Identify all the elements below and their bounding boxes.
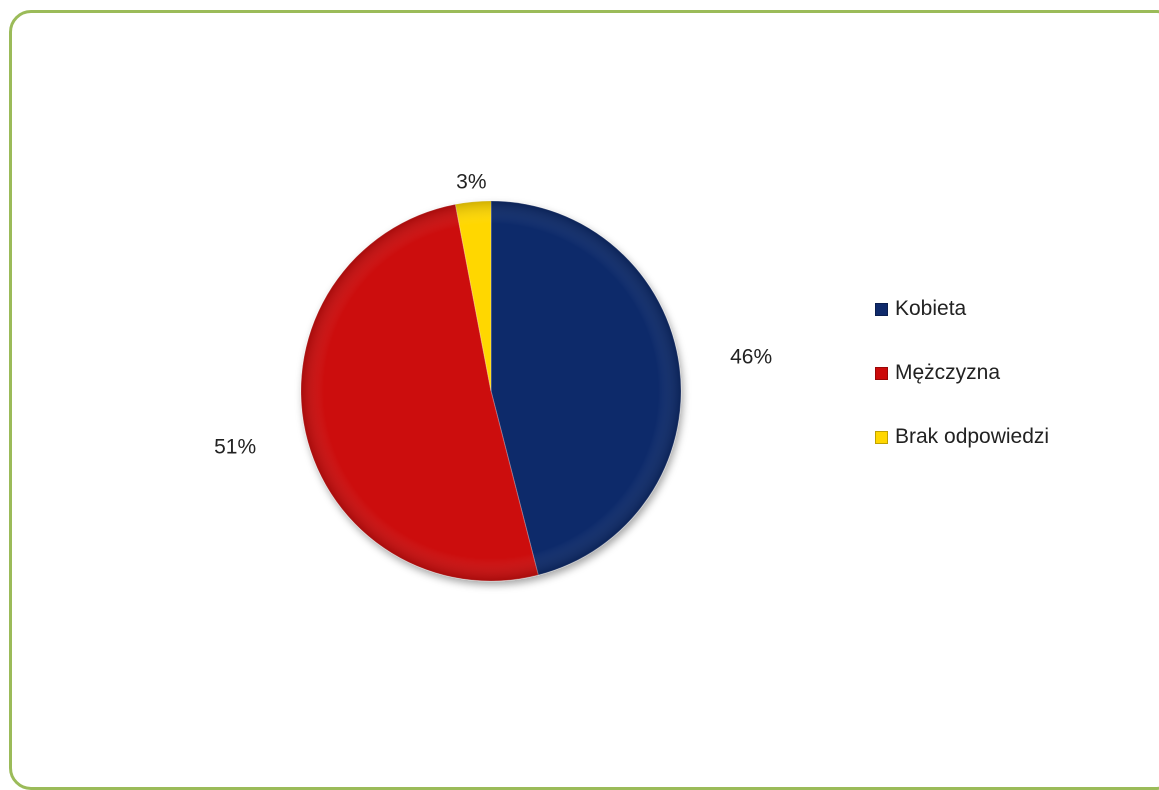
legend-swatch-kobieta <box>875 302 888 316</box>
legend-item-mezczyzna: Mężczyzna <box>875 360 1049 386</box>
legend-label-mezczyzna: Mężczyzna <box>895 361 1001 384</box>
data-label-brak-odpowiedzi: 3% <box>456 170 486 193</box>
legend-item-kobieta: Kobieta <box>875 296 1049 322</box>
legend-swatch-brak-odpowiedzi <box>875 430 888 444</box>
data-label-kobieta: 46% <box>730 346 772 369</box>
legend-item-brak-odpowiedzi: Brak odpowiedzi <box>875 424 1049 450</box>
legend-label-kobieta: Kobieta <box>895 297 967 320</box>
legend: Kobieta Mężczyzna Brak odpowiedzi <box>875 296 1049 488</box>
legend-swatch-mezczyzna <box>875 366 888 380</box>
legend-label-brak-odpowiedzi: Brak odpowiedzi <box>895 425 1050 448</box>
data-label-mezczyzna: 51% <box>214 436 256 459</box>
